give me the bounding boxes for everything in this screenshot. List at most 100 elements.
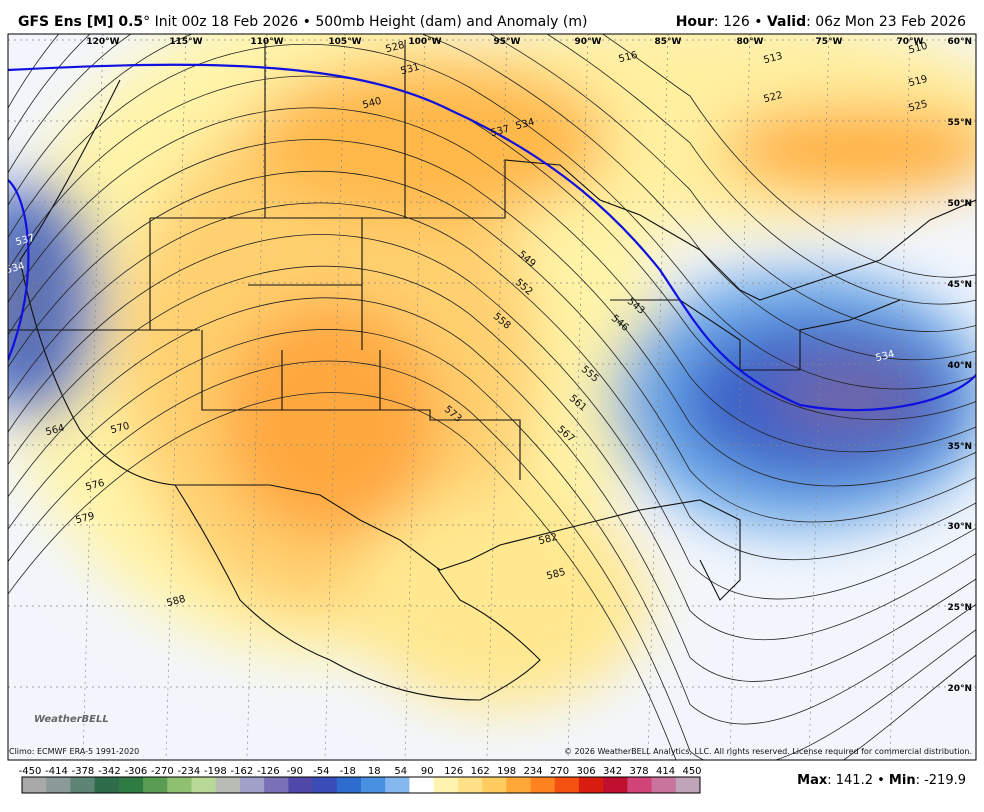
colorbar-swatch xyxy=(651,777,677,793)
longitude-label: 95°W xyxy=(494,37,521,47)
colorbar-tick-label: -414 xyxy=(45,766,68,777)
contour-label: 522 xyxy=(762,90,783,106)
colorbar-swatch xyxy=(118,777,144,793)
contour xyxy=(8,75,976,421)
colorbar-swatch xyxy=(385,777,410,793)
colorbar-swatch xyxy=(288,777,314,793)
colorbar-tick-label: 270 xyxy=(550,766,569,777)
longitude-line xyxy=(404,34,426,760)
contour-label: 528 xyxy=(384,40,405,56)
header-title: GFS Ens [M] 0.5° Init 00z 18 Feb 2026 • … xyxy=(18,14,587,30)
contour-label: 534 xyxy=(514,117,535,133)
colorbar-tick-label: 450 xyxy=(682,766,701,777)
longitude-label: 70°W xyxy=(897,37,924,47)
contour xyxy=(8,265,976,641)
contour xyxy=(8,297,976,682)
contour-label: 537 xyxy=(489,124,510,140)
contour xyxy=(8,34,976,361)
colorbar-swatch xyxy=(70,777,96,793)
contour-label: 564 xyxy=(44,423,65,439)
contour-label: 516 xyxy=(617,50,638,66)
colorbar-tick-label: -234 xyxy=(178,766,201,777)
contour-label: 531 xyxy=(399,62,420,78)
colorbar-swatch xyxy=(433,777,459,793)
latitude-label: 30°N xyxy=(947,522,972,532)
colorbar-tick-label: -18 xyxy=(340,766,356,777)
text-part: : 06z Mon 23 Feb 2026 xyxy=(806,14,966,30)
colorbar-swatch xyxy=(239,777,265,793)
longitude-label: 90°W xyxy=(575,37,602,47)
highlighted-contour xyxy=(8,179,30,361)
longitude-line xyxy=(246,34,268,760)
colorbar-tick-label: 414 xyxy=(656,766,675,777)
text-part: ° Init 00z 18 Feb 2026 • 500mb Height (d… xyxy=(143,14,587,30)
colorbar-swatch xyxy=(482,777,507,793)
colorbar-swatch xyxy=(675,777,701,793)
contour-label: 582 xyxy=(537,532,558,548)
contour xyxy=(8,107,976,453)
colorbar-tick-label: -378 xyxy=(72,766,95,777)
contour-label: 513 xyxy=(762,51,783,67)
colorbar-frame xyxy=(21,776,701,794)
contour xyxy=(8,170,976,523)
contour-label: 537 xyxy=(14,233,35,249)
contour-label: 579 xyxy=(74,511,95,527)
colorbar-swatch xyxy=(191,777,217,793)
longitude-label: 105°W xyxy=(328,37,361,47)
longitude-line xyxy=(889,34,911,760)
latitude-label: 25°N xyxy=(947,603,972,613)
colorbar-swatch xyxy=(312,777,338,793)
latitude-label: 50°N xyxy=(947,199,972,209)
longitude-line xyxy=(486,34,508,760)
longitude-line xyxy=(567,34,589,760)
contour-label: 519 xyxy=(907,74,928,90)
contour-label: 576 xyxy=(84,478,105,494)
header-valid: Hour: 126 • Valid: 06z Mon 23 Feb 2026 xyxy=(676,14,966,30)
colorbar-tick-label: 126 xyxy=(444,766,463,777)
longitude-label: 120°W xyxy=(86,37,119,47)
contour xyxy=(8,392,976,760)
longitude-label: 115°W xyxy=(169,37,202,47)
colorbar-swatch xyxy=(603,777,628,793)
longitude-line xyxy=(324,34,346,760)
colorbar-swatch xyxy=(457,777,483,793)
longitude-label: 85°W xyxy=(655,37,682,47)
text-part: Valid xyxy=(767,14,806,30)
latitude-label: 20°N xyxy=(947,684,972,694)
colorbar-tick-label: -90 xyxy=(287,766,303,777)
colorbar-tick-label: -198 xyxy=(204,766,227,777)
colorbar-tick-label: -162 xyxy=(230,766,253,777)
longitude-line xyxy=(808,34,830,760)
climo-note: Climo: ECMWF ERA-5 1991-2020 xyxy=(9,747,139,756)
colorbar-swatch xyxy=(627,777,653,793)
colorbar-swatch xyxy=(578,777,604,793)
contour xyxy=(8,202,976,561)
highlighted-contour xyxy=(8,63,976,412)
colorbar-tick-label: -54 xyxy=(313,766,329,777)
colorbar-swatch xyxy=(554,777,580,793)
colorbar-swatch xyxy=(409,777,435,793)
colorbar-swatch xyxy=(143,777,168,793)
latitude-label: 40°N xyxy=(947,361,972,371)
text-part: : 126 • xyxy=(714,14,767,30)
contour-label: 588 xyxy=(165,594,186,610)
colorbar-tick-label: -126 xyxy=(257,766,280,777)
contour xyxy=(8,34,976,278)
colorbar-tick-label: 234 xyxy=(524,766,543,777)
colorbar-tick-label: 54 xyxy=(394,766,407,777)
colorbar-tick-label: 18 xyxy=(368,766,381,777)
colorbar-tick-label: -270 xyxy=(151,766,174,777)
longitude-label: 110°W xyxy=(250,37,283,47)
contour-label: 540 xyxy=(361,96,382,112)
text-part: : 141.2 • xyxy=(827,773,889,788)
boundaries xyxy=(8,40,976,701)
colorbar-tick-label: 342 xyxy=(603,766,622,777)
contour xyxy=(8,360,976,760)
longitude-line xyxy=(729,34,751,760)
text-part: Hour xyxy=(676,14,714,30)
latitude-label: 55°N xyxy=(947,118,972,128)
colorbar-tick-label: 90 xyxy=(421,766,434,777)
text-part: : -219.9 xyxy=(916,773,966,788)
